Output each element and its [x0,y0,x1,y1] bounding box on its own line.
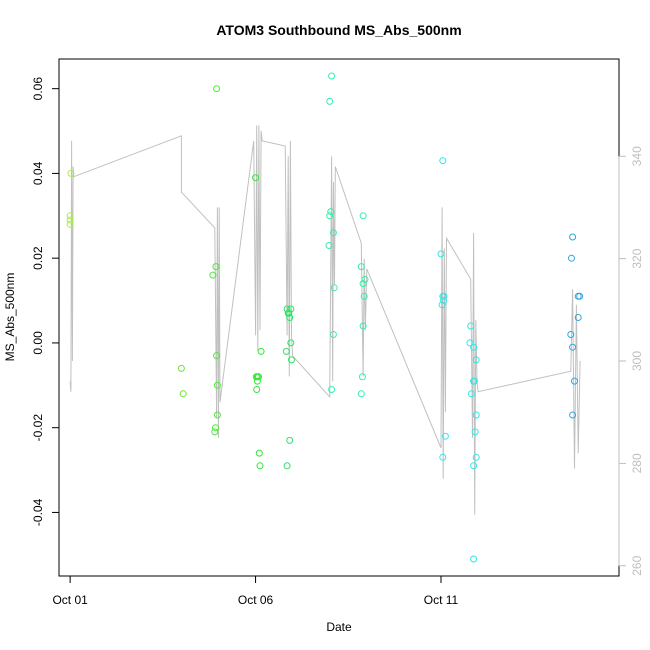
data-point-4 [177,364,185,372]
y2-tick-label-0: 260 [630,555,644,575]
data-point-43 [357,263,365,271]
data-point-49 [357,390,365,398]
data-point-6 [213,85,221,93]
x-axis: Oct 01 Oct 06 Oct 11 [52,576,459,607]
data-point-48 [358,373,366,381]
secondary-series-line [69,125,581,515]
secondary-line-layer [69,125,581,515]
data-point-36 [326,212,334,220]
x-tick-label-2: Oct 11 [424,593,459,607]
data-point-58 [467,322,475,330]
data-point-14 [252,174,260,182]
data-point-77 [571,377,578,385]
data-point-50 [439,157,447,165]
data-point-9 [213,352,221,360]
data-point-78 [569,411,577,419]
data-point-75 [567,331,575,338]
data-point-7 [209,271,217,279]
y-tick-label-0: -0.04 [31,498,45,526]
data-point-33 [328,72,336,80]
data-point-65 [472,411,480,419]
data-point-54 [440,297,448,304]
data-point-45 [359,280,367,288]
y-axis-label: MS_Abs_500nm [3,273,17,362]
x-tick-label-1: Oct 06 [238,593,274,607]
data-point-0 [67,169,75,177]
data-point-44 [361,275,369,283]
data-point-10 [213,381,221,389]
data-point-67 [472,453,480,461]
data-point-68 [470,462,478,470]
y2-tick-label-1: 280 [630,453,644,473]
data-point-61 [472,356,480,364]
data-point-30 [288,356,295,364]
data-point-64 [467,390,475,398]
data-point-47 [359,322,367,330]
data-point-8 [212,263,220,271]
data-point-73 [576,292,584,300]
data-point-71 [568,254,575,262]
y-tick-label-1: -0.02 [31,414,45,442]
y-tick-label-2: 0.00 [31,331,45,355]
data-point-34 [326,97,334,105]
x-tick-label-0: Oct 01 [52,593,88,607]
data-point-19 [253,386,261,393]
data-point-13 [211,428,219,436]
chart-title: ATOM3 Southbound MS_Abs_500nm [216,22,461,38]
data-point-37 [329,229,337,237]
data-point-51 [437,250,445,258]
data-point-12 [212,424,219,432]
data-point-56 [441,432,449,440]
data-point-22 [256,462,264,470]
data-point-39 [330,284,338,292]
data-point-28 [287,339,295,347]
data-point-74 [574,314,582,321]
data-point-29 [282,347,290,355]
data-point-3 [66,220,74,228]
data-point-21 [255,449,263,457]
data-point-23 [283,305,291,313]
data-point-2 [66,216,74,224]
y-tick-label-4: 0.04 [31,161,45,185]
data-point-5 [179,390,187,398]
data-point-31 [286,436,294,444]
plot-frame [58,58,620,577]
data-point-66 [471,428,479,436]
data-point-69 [470,555,478,563]
data-point-26 [286,314,294,321]
data-point-18 [253,377,261,385]
data-point-76 [569,343,577,351]
data-point-32 [283,462,291,470]
y-tick-label-5: 0.06 [31,77,45,101]
data-point-41 [328,386,336,393]
y-tick-label-3: 0.02 [31,246,45,270]
y2-tick-label-3: 320 [630,248,644,268]
data-point-11 [213,411,221,419]
data-point-53 [440,292,448,300]
data-point-20 [257,347,265,355]
data-point-63 [470,377,478,385]
data-point-60 [470,343,478,351]
y-axis-left: -0.04 -0.02 0.00 0.02 0.04 0.06 [31,77,60,526]
data-point-27 [284,309,292,317]
data-point-57 [439,453,447,461]
x-axis-label: Date [326,620,352,634]
data-point-40 [329,331,337,338]
data-point-17 [255,373,262,381]
y2-tick-label-2: 300 [630,351,644,371]
data-point-42 [359,212,367,220]
y2-tick-label-4: 340 [630,146,644,166]
data-point-1 [66,212,74,220]
data-point-38 [325,242,333,249]
data-point-70 [569,233,577,241]
data-point-55 [438,301,446,309]
data-point-59 [466,339,474,347]
y-axis-right: 260 280 300 320 340 [618,146,644,576]
data-point-46 [360,292,368,300]
points-layer [66,72,584,563]
data-point-35 [327,208,335,216]
